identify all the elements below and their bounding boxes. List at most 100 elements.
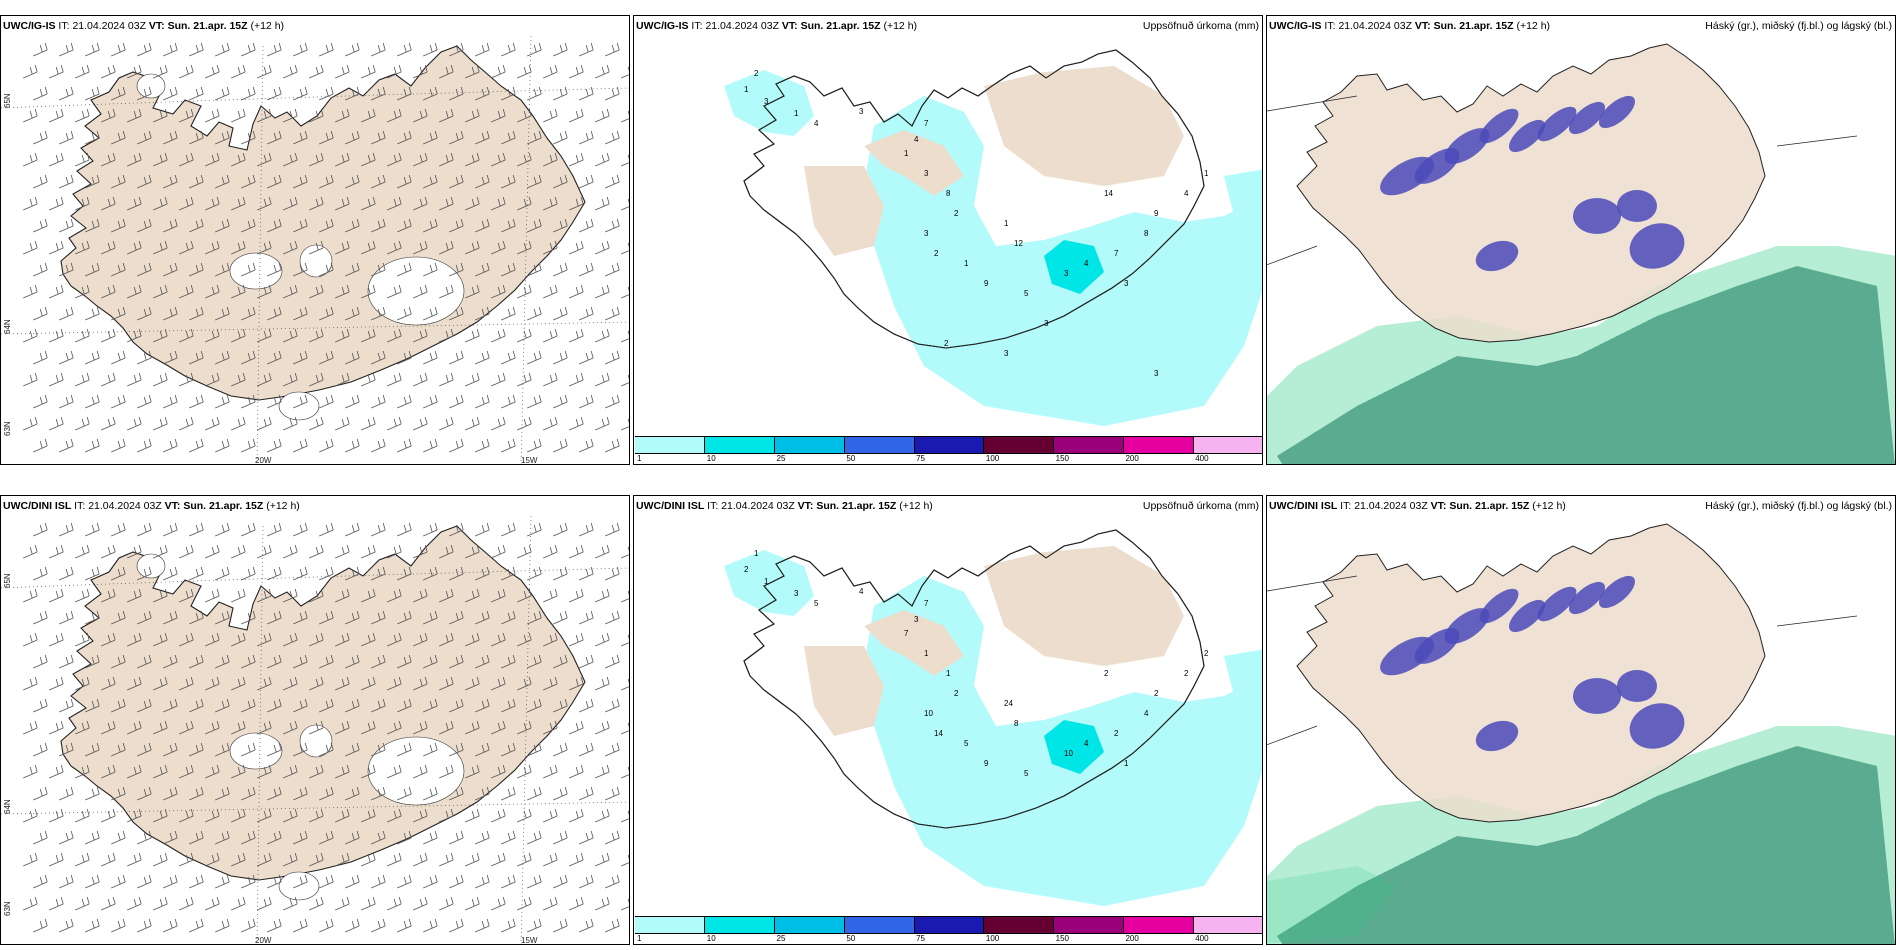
- wind-barb: [215, 830, 230, 845]
- wind-barb: [189, 830, 204, 845]
- wind-barb: [553, 918, 568, 933]
- wind-barb: [449, 786, 464, 801]
- wind-barb: [241, 566, 256, 581]
- wind-barb: [23, 896, 38, 911]
- wind-barb: [605, 86, 620, 101]
- precip-value: 1: [1204, 169, 1209, 178]
- wind-barb: [501, 86, 516, 101]
- precip-value: 9: [984, 279, 989, 288]
- wind-barb: [579, 522, 594, 537]
- wind-barb: [319, 394, 334, 409]
- wind-barb: [101, 372, 116, 387]
- colorbar-label: 200: [1125, 454, 1139, 463]
- colorbar-label: 100: [985, 934, 1000, 943]
- wind-barb: [423, 130, 438, 145]
- wind-barb: [397, 218, 412, 233]
- wind-barb: [23, 372, 38, 387]
- glacier: [299, 244, 333, 278]
- wind-barb: [283, 632, 298, 647]
- wind-barb: [501, 174, 516, 189]
- wind-barb: [267, 610, 282, 625]
- wind-barb: [127, 372, 142, 387]
- wind-barb: [371, 86, 386, 101]
- wind-barb: [475, 42, 490, 57]
- wind-barb: [579, 350, 594, 365]
- wind-barb: [475, 874, 490, 889]
- wind-barb-map: [1, 35, 629, 464]
- colorbar-swatch: [773, 437, 844, 453]
- wind-barb: [345, 42, 360, 57]
- wind-barb: [553, 218, 568, 233]
- wind-barb: [153, 764, 168, 779]
- boundary-line: [1267, 95, 1358, 112]
- precip-value: 14: [934, 729, 943, 738]
- wind-barb: [475, 830, 490, 845]
- wind-barb: [621, 590, 629, 603]
- wind-barb: [49, 544, 64, 559]
- wind-barb: [413, 544, 428, 559]
- wind-barb: [569, 544, 584, 559]
- wind-barb: [49, 896, 64, 911]
- wind-barb: [283, 328, 298, 343]
- wind-barb: [283, 284, 298, 299]
- wind-barb: [527, 350, 542, 365]
- wind-barb: [309, 372, 324, 387]
- wind-barb: [517, 808, 532, 823]
- low-cloud-edge: [1267, 866, 1397, 944]
- wind-barb: [501, 742, 516, 757]
- wind-barb: [163, 130, 178, 145]
- wind-barb: [449, 522, 464, 537]
- wind-barb: [413, 240, 428, 255]
- wind-barb: [257, 152, 272, 167]
- wind-barb: [205, 764, 220, 779]
- dry-land: [864, 130, 964, 196]
- wind-barb: [189, 306, 204, 321]
- wind-barb: [215, 742, 230, 757]
- wind-barb: [205, 416, 220, 431]
- wind-barb: [465, 328, 480, 343]
- wind-barb: [137, 42, 152, 57]
- wind-barb: [475, 918, 490, 933]
- wind-barb: [309, 284, 324, 299]
- precip-heavy: [1044, 240, 1104, 294]
- wind-barb: [293, 698, 308, 713]
- wind-barb: [569, 676, 584, 691]
- colorbar-label: 1: [637, 454, 642, 463]
- wind-barb: [449, 218, 464, 233]
- wind-barb: [75, 152, 90, 167]
- colorbar-swatch: [843, 917, 914, 933]
- mid-cloud: [1444, 128, 1490, 164]
- wind-barb: [491, 196, 506, 211]
- wind-barb: [101, 632, 116, 647]
- wind-barb: [465, 764, 480, 779]
- wind-barb: [345, 130, 360, 145]
- wind-barb: [283, 720, 298, 735]
- wind-barb: [517, 196, 532, 211]
- wind-barb: [465, 108, 480, 123]
- wind-barb: [527, 830, 542, 845]
- wind-barb: [595, 544, 610, 559]
- panel-title: UWC/IG-IS IT: 21.04.2024 03Z VT: Sun. 21…: [636, 20, 918, 32]
- wind-barb: [231, 64, 246, 79]
- wind-barb: [319, 610, 334, 625]
- wind-barb: [85, 698, 100, 713]
- wind-barb: [49, 328, 64, 343]
- wind-barb: [621, 330, 629, 343]
- wind-barb: [491, 676, 506, 691]
- wind-barb: [257, 416, 272, 431]
- wind-barb: [579, 306, 594, 321]
- wind-barb: [33, 262, 48, 277]
- wind-barb: [449, 742, 464, 757]
- wind-barb: [111, 786, 126, 801]
- wind-barb: [387, 720, 402, 735]
- wind-barb: [543, 896, 558, 911]
- wind-barb: [231, 676, 246, 691]
- wind-barb: [501, 830, 516, 845]
- boundary-line: [1267, 245, 1318, 266]
- wind-barb: [397, 130, 412, 145]
- wind-barb: [621, 854, 629, 867]
- wind-barb: [569, 808, 584, 823]
- boundary-line: [1776, 615, 1858, 627]
- wind-barb: [553, 86, 568, 101]
- wind-barb: [49, 764, 64, 779]
